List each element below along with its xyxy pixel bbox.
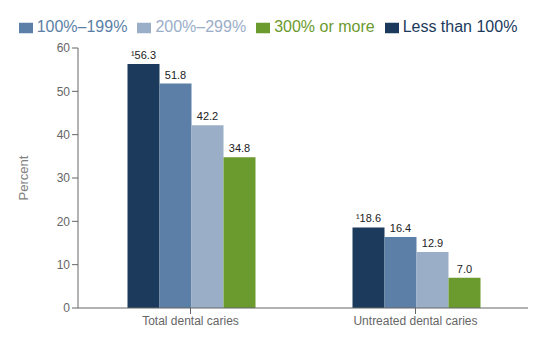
svg-text:7.0: 7.0 [457, 263, 472, 275]
svg-text:Untreated dental caries: Untreated dental caries [353, 314, 477, 328]
svg-text:51.8: 51.8 [165, 69, 186, 81]
svg-text:50: 50 [57, 85, 71, 99]
html-text:Less than 100%: Less than 100% [402, 18, 518, 35]
svg-text:10: 10 [57, 258, 71, 272]
svg-text:40: 40 [57, 128, 71, 142]
svg-text:30: 30 [57, 171, 71, 185]
svg-text:20: 20 [57, 215, 71, 229]
svg-text:¹18.6: ¹18.6 [356, 212, 381, 224]
html-text:100%–199%: 100%–199% [36, 18, 128, 35]
svg-text:¹56.3: ¹56.3 [131, 49, 156, 61]
svg-text:12.9: 12.9 [422, 237, 443, 249]
svg-text:Total dental caries: Total dental caries [142, 314, 239, 328]
svg-text:16.4: 16.4 [390, 222, 411, 234]
svg-text:42.2: 42.2 [197, 110, 218, 122]
svg-text:34.8: 34.8 [229, 142, 250, 154]
svg-text:Percent: Percent [16, 155, 31, 200]
html-text:200%–299%: 200%–299% [155, 18, 247, 35]
svg-text:60: 60 [57, 41, 71, 55]
svg-text:0: 0 [63, 301, 70, 315]
html-text:300% or more: 300% or more [274, 18, 375, 35]
